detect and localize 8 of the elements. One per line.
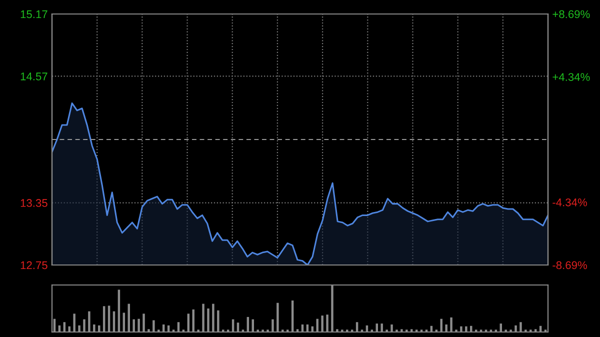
- y2-tick-label: +8.69%: [552, 10, 590, 18]
- y-tick-label: 14.57: [20, 72, 48, 80]
- y-tick-label: 15.17: [20, 10, 48, 18]
- y-tick-label: 13.35: [20, 199, 48, 207]
- y2-tick-label: -8.69%: [552, 261, 587, 270]
- y2-tick-label: +4.34%: [552, 73, 590, 81]
- y-tick-label: 12.75: [20, 261, 48, 270]
- y2-tick-label: -4.34%: [552, 198, 587, 206]
